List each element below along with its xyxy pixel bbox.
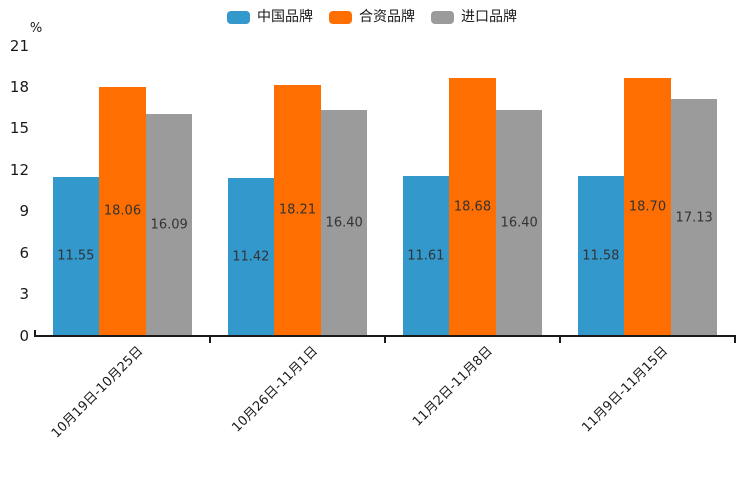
- x-tick: [734, 335, 736, 343]
- bar-合资品牌-2: 18.68: [449, 78, 496, 336]
- bar-合资品牌-0: 18.06: [99, 86, 146, 336]
- legend-item-0: 中国品牌: [227, 10, 313, 25]
- legend-item-1: 合资品牌: [329, 10, 415, 25]
- x-axis-label-1: 10月26日-11月1日: [229, 343, 321, 436]
- legend-label: 合资品牌: [359, 9, 415, 25]
- y-tick-label: 9: [19, 202, 29, 221]
- bar-合资品牌-3: 18.70: [624, 77, 671, 336]
- y-tick-label: 21: [9, 36, 29, 55]
- bar-合资品牌-1: 18.21: [274, 84, 321, 336]
- bar-value-label: 18.21: [278, 202, 317, 218]
- bar-进口品牌-0: 16.09: [145, 113, 193, 336]
- legend-label: 中国品牌: [257, 9, 313, 25]
- bar-value-label: 17.13: [675, 210, 713, 226]
- bar-进口品牌-3: 17.13: [670, 99, 718, 336]
- legend-label: 进口品牌: [461, 9, 517, 25]
- y-tick-label: 15: [9, 119, 29, 138]
- x-axis-label-3: 11月9日-11月15日: [579, 343, 671, 436]
- bar-value-label: 18.70: [628, 199, 667, 215]
- bar-value-label: 16.40: [500, 215, 538, 231]
- bar-value-label: 18.68: [453, 199, 492, 215]
- bar-中国品牌-3: 11.58: [577, 176, 625, 336]
- bar-value-label: 16.40: [325, 215, 363, 231]
- x-tick: [209, 335, 211, 343]
- legend-swatch-icon: [329, 11, 352, 24]
- y-tick-label: 18: [9, 77, 29, 96]
- bar-value-label: 11.61: [407, 248, 445, 264]
- legend-item-2: 进口品牌: [431, 10, 517, 25]
- y-tick-label: 6: [19, 243, 29, 262]
- bar-value-label: 11.42: [232, 249, 270, 265]
- x-tick: [559, 335, 561, 343]
- y-tick-label: 3: [19, 285, 29, 304]
- bar-进口品牌-1: 16.40: [320, 109, 368, 336]
- y-tick-label: 12: [9, 160, 29, 179]
- legend: 中国品牌 合资品牌 进口品牌: [0, 10, 744, 25]
- bar-value-label: 16.09: [150, 217, 188, 233]
- x-axis-label-2: 11月2日-11月8日: [410, 343, 496, 430]
- bar-value-label: 18.06: [103, 203, 142, 219]
- x-tick: [384, 335, 386, 343]
- x-axis-left-cap: [34, 330, 36, 337]
- x-axis-label-0: 10月19日-10月25日: [48, 343, 146, 442]
- bar-进口品牌-2: 16.40: [495, 109, 543, 336]
- bar-中国品牌-1: 11.42: [227, 178, 275, 336]
- legend-swatch-icon: [227, 11, 250, 24]
- legend-swatch-icon: [431, 11, 454, 24]
- bar-value-label: 11.58: [582, 248, 620, 264]
- bar-中国品牌-0: 11.55: [52, 176, 100, 336]
- y-axis-unit-label: %: [29, 21, 43, 36]
- bar-value-label: 11.55: [57, 248, 95, 264]
- bar-中国品牌-2: 11.61: [402, 175, 450, 336]
- y-tick-label: 0: [19, 326, 29, 345]
